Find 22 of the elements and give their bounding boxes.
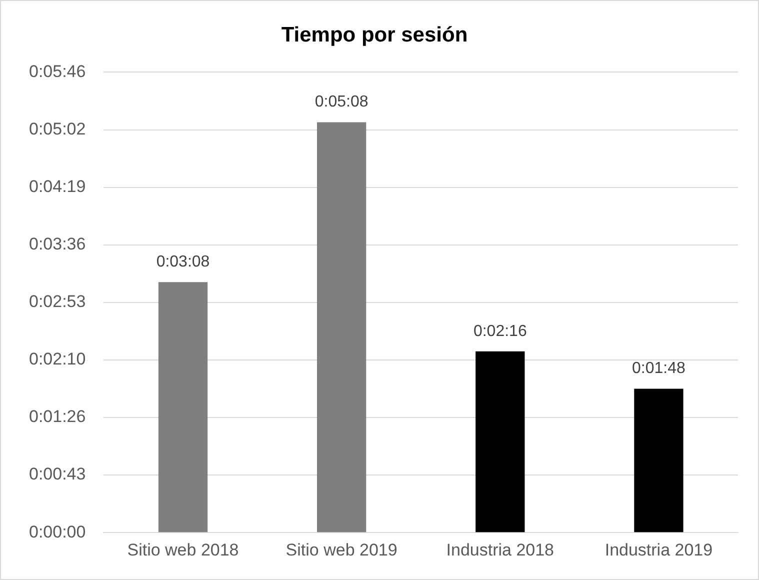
bar: [158, 282, 208, 532]
y-tick-label: 0:02:10: [28, 350, 86, 369]
data-label: 0:01:48: [632, 360, 686, 378]
y-tick-label: 0:02:53: [28, 292, 86, 312]
y-tick-label: 0:00:00: [28, 522, 86, 542]
chart-title: Tiempo por sesión: [281, 23, 468, 46]
x-tick-label: Industria 2019: [604, 540, 713, 560]
bar: [634, 388, 684, 532]
bar: [476, 351, 525, 532]
y-tick-label: 0:04:19: [28, 176, 86, 196]
y-tick-label: 0:00:43: [28, 464, 86, 484]
x-tick-label: Industria 2018: [446, 540, 554, 560]
data-label: 0:03:08: [156, 254, 210, 271]
data-label: 0:02:16: [473, 322, 527, 340]
bar: [316, 122, 366, 532]
y-tick-label: 0:05:46: [28, 62, 86, 81]
data-label: 0:05:08: [314, 94, 368, 111]
x-tick-label: Sitio web 2018: [127, 540, 239, 560]
y-tick-label: 0:03:36: [28, 234, 86, 254]
y-tick-label: 0:05:02: [28, 119, 86, 138]
x-tick-label: Sitio web 2019: [286, 540, 398, 560]
y-tick-label: 0:01:26: [28, 407, 86, 426]
